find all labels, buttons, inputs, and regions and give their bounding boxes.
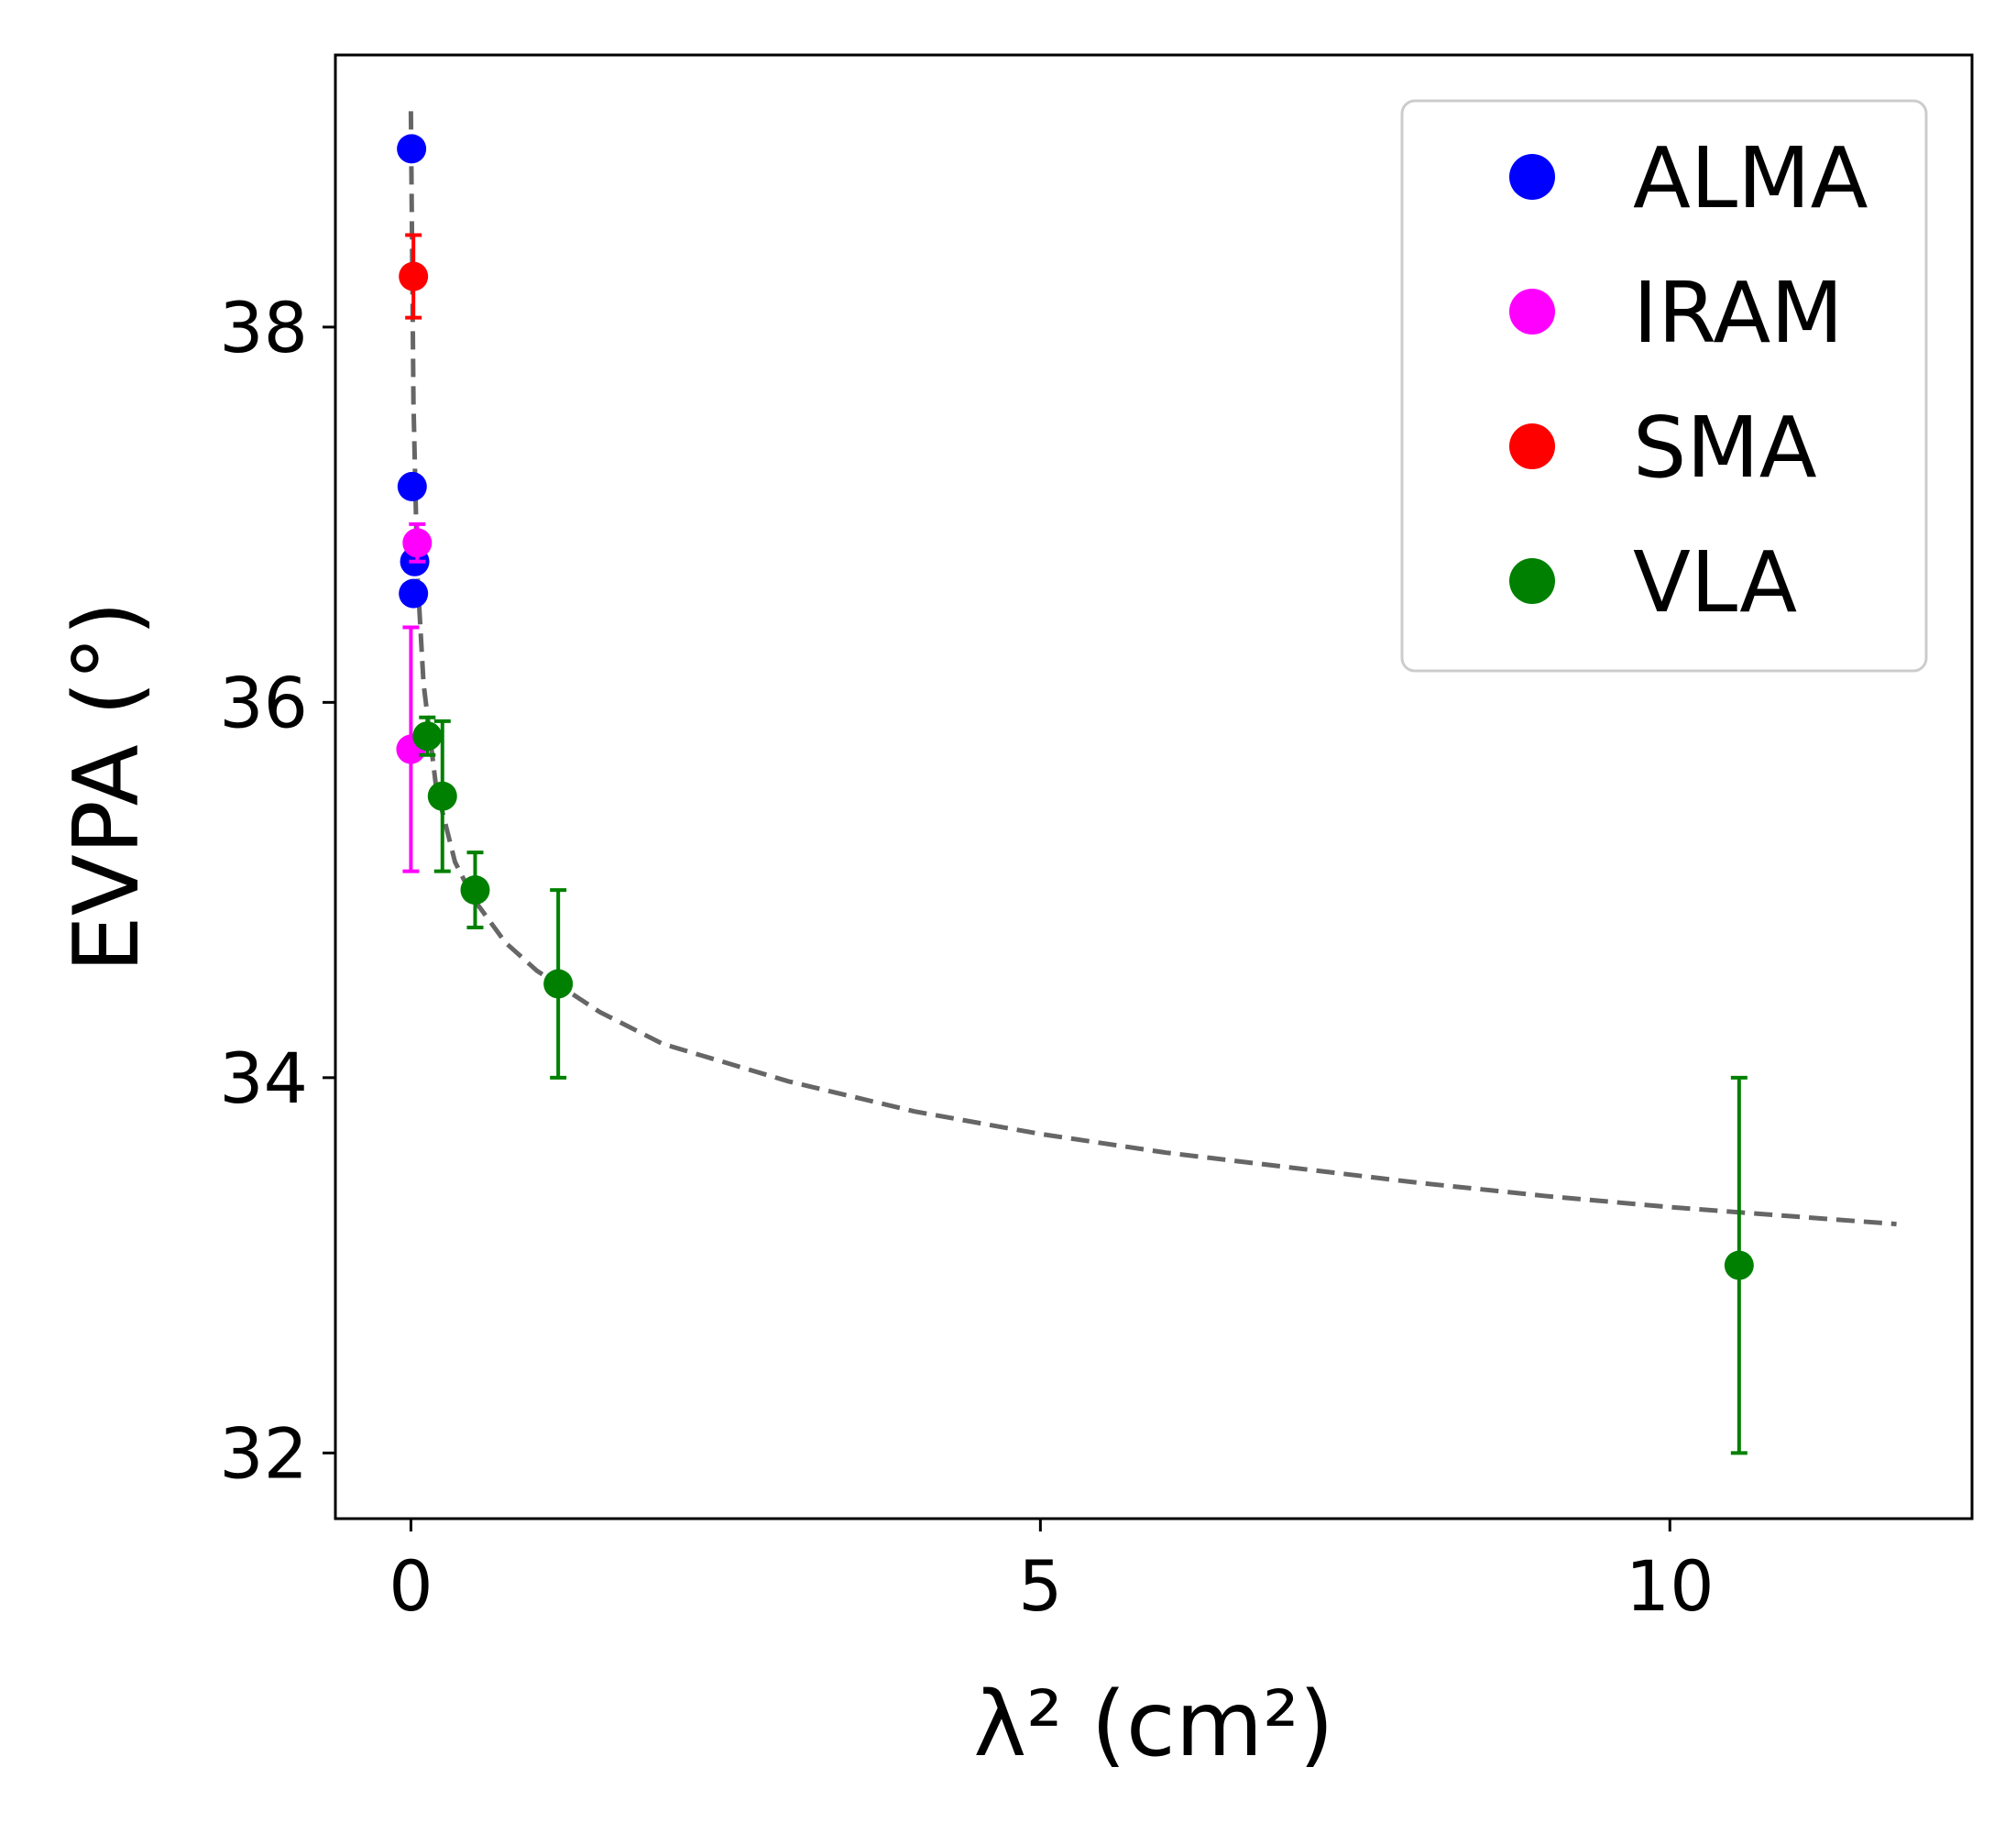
legend-marker-iram (1509, 289, 1555, 335)
x-tick-label: 0 (389, 1545, 433, 1627)
legend-marker-vla (1509, 558, 1555, 604)
legend: ALMA IRAM SMA VLA (1400, 99, 1928, 673)
data-point-vla (1724, 1250, 1754, 1280)
y-tick-label: 36 (219, 662, 308, 743)
y-tick-label: 34 (219, 1037, 308, 1119)
legend-label-iram: IRAM (1633, 264, 1844, 362)
data-point-vla (427, 781, 457, 811)
legend-box (1400, 99, 1928, 673)
data-point-vla (460, 875, 490, 906)
y-tick-label: 32 (219, 1412, 308, 1494)
axes-frame (334, 53, 1974, 1520)
data-point-sma (399, 261, 429, 291)
y-tick-label: 38 (219, 287, 308, 368)
legend-marker-sma (1509, 423, 1555, 469)
data-point-alma (397, 134, 427, 164)
x-axis-label: λ² (cm²) (973, 1673, 1334, 1777)
legend-marker-alma (1509, 154, 1555, 200)
plot-area (396, 111, 1897, 1455)
data-point-vla (543, 969, 574, 999)
legend-label-alma: ALMA (1633, 129, 1868, 227)
data-point-alma (399, 578, 429, 609)
legend-label-vla: VLA (1633, 533, 1797, 631)
y-axis-label: EVPA (°) (55, 601, 159, 972)
axis-ticks: 0 5 10 32 34 36 38 (219, 287, 1714, 1627)
x-tick-label: 10 (1626, 1545, 1715, 1627)
legend-label-sma: SMA (1633, 399, 1817, 497)
data-point-vla (412, 721, 443, 752)
x-tick-label: 5 (1018, 1545, 1062, 1627)
data-point-iram (402, 528, 433, 558)
data-point-alma (397, 471, 427, 501)
